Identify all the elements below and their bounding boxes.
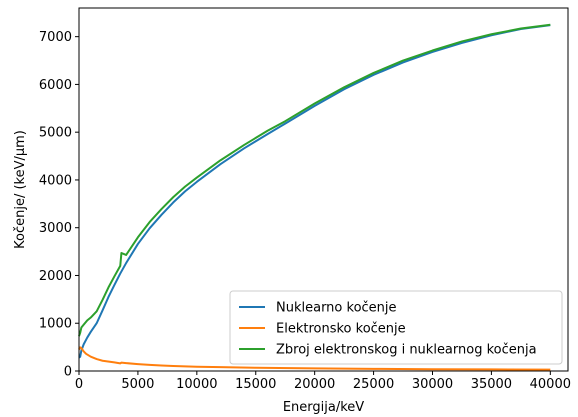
x-axis-label: Energija/keV [283,400,364,415]
legend-label: Nuklearno kočenje [276,301,397,316]
y-tick-label: 1000 [39,317,72,332]
x-tick-label: 20000 [294,377,335,392]
legend: Nuklearno kočenje Elektronsko kočenje Zbro… [229,290,563,365]
ticks-layer: 0 5000 10000 15000 20000 25000 30000 35000 40000… [39,30,571,392]
legend-box [229,290,563,365]
legend-label: Elektronsko kočenje [276,322,406,337]
legend-label: Zbroj elektronskog i nuklearnog kočenja [276,343,537,358]
x-tick-label: 30000 [412,377,453,392]
y-tick-label: 7000 [39,30,72,45]
series-line-2 [78,346,551,371]
series-line-3 [78,23,551,337]
y-tick-label: 4000 [39,173,72,188]
y-tick-label: 6000 [39,78,72,93]
y-tick-label: 2000 [39,269,72,284]
x-tick-label: 0 [75,377,83,392]
x-tick-label: 40000 [530,377,571,392]
x-tick-label: 5000 [121,377,154,392]
x-tick-label: 35000 [471,377,512,392]
series-layer [78,23,551,371]
y-tick-label: 3000 [39,221,72,236]
y-axis-label: Kočenje/ (keV/µm) [13,130,28,249]
x-tick-label: 25000 [353,377,394,392]
axes-frame [78,7,569,372]
y-tick-label: 5000 [39,126,72,141]
x-tick-label: 15000 [235,377,276,392]
series-line-1 [78,24,551,359]
y-tick-label: 0 [64,365,72,380]
x-tick-label: 10000 [176,377,217,392]
axes-layer [78,7,569,372]
